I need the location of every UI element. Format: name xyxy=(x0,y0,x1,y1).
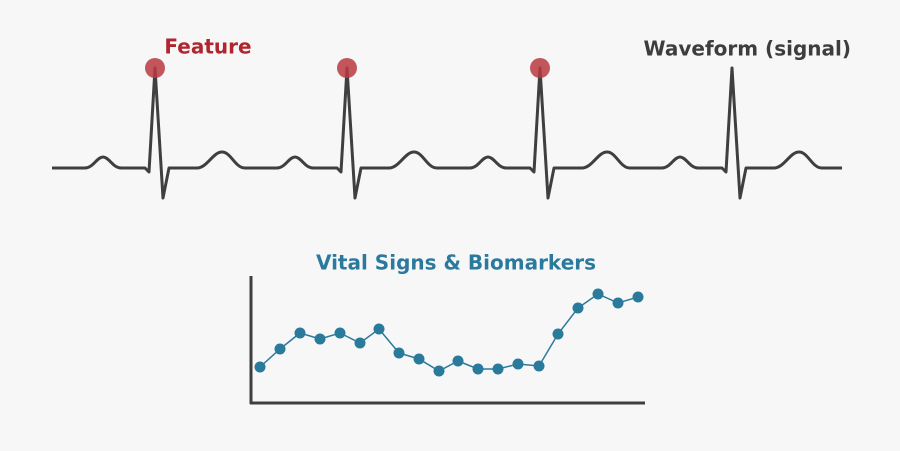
trend-point xyxy=(533,360,545,372)
trend-point xyxy=(254,361,266,373)
trend-point xyxy=(452,355,464,367)
waveform-label: Waveform (signal) xyxy=(644,37,852,61)
trend-point xyxy=(393,347,405,359)
trend-point xyxy=(314,333,326,345)
trend-point xyxy=(632,291,644,303)
trend-points xyxy=(254,288,644,377)
trend-point xyxy=(433,365,445,377)
chart-title: Vital Signs & Biomarkers xyxy=(316,251,596,275)
trend-point xyxy=(334,327,346,339)
trend-point xyxy=(512,358,524,370)
trend-point xyxy=(492,363,504,375)
trend-point xyxy=(354,337,366,349)
feature-marker xyxy=(337,58,357,78)
feature-label: Feature xyxy=(164,35,251,59)
trend-point xyxy=(294,327,306,339)
waveform xyxy=(52,66,842,200)
trend-point xyxy=(274,343,286,355)
trend-point xyxy=(472,363,484,375)
feature-marker xyxy=(145,58,165,78)
feature-markers xyxy=(145,58,550,78)
trend-point xyxy=(572,302,584,314)
feature-marker xyxy=(530,58,550,78)
trend-point xyxy=(612,297,624,309)
trend-point xyxy=(592,288,604,300)
trend-point xyxy=(552,328,564,340)
trend-point xyxy=(413,353,425,365)
trend-point xyxy=(373,323,385,335)
